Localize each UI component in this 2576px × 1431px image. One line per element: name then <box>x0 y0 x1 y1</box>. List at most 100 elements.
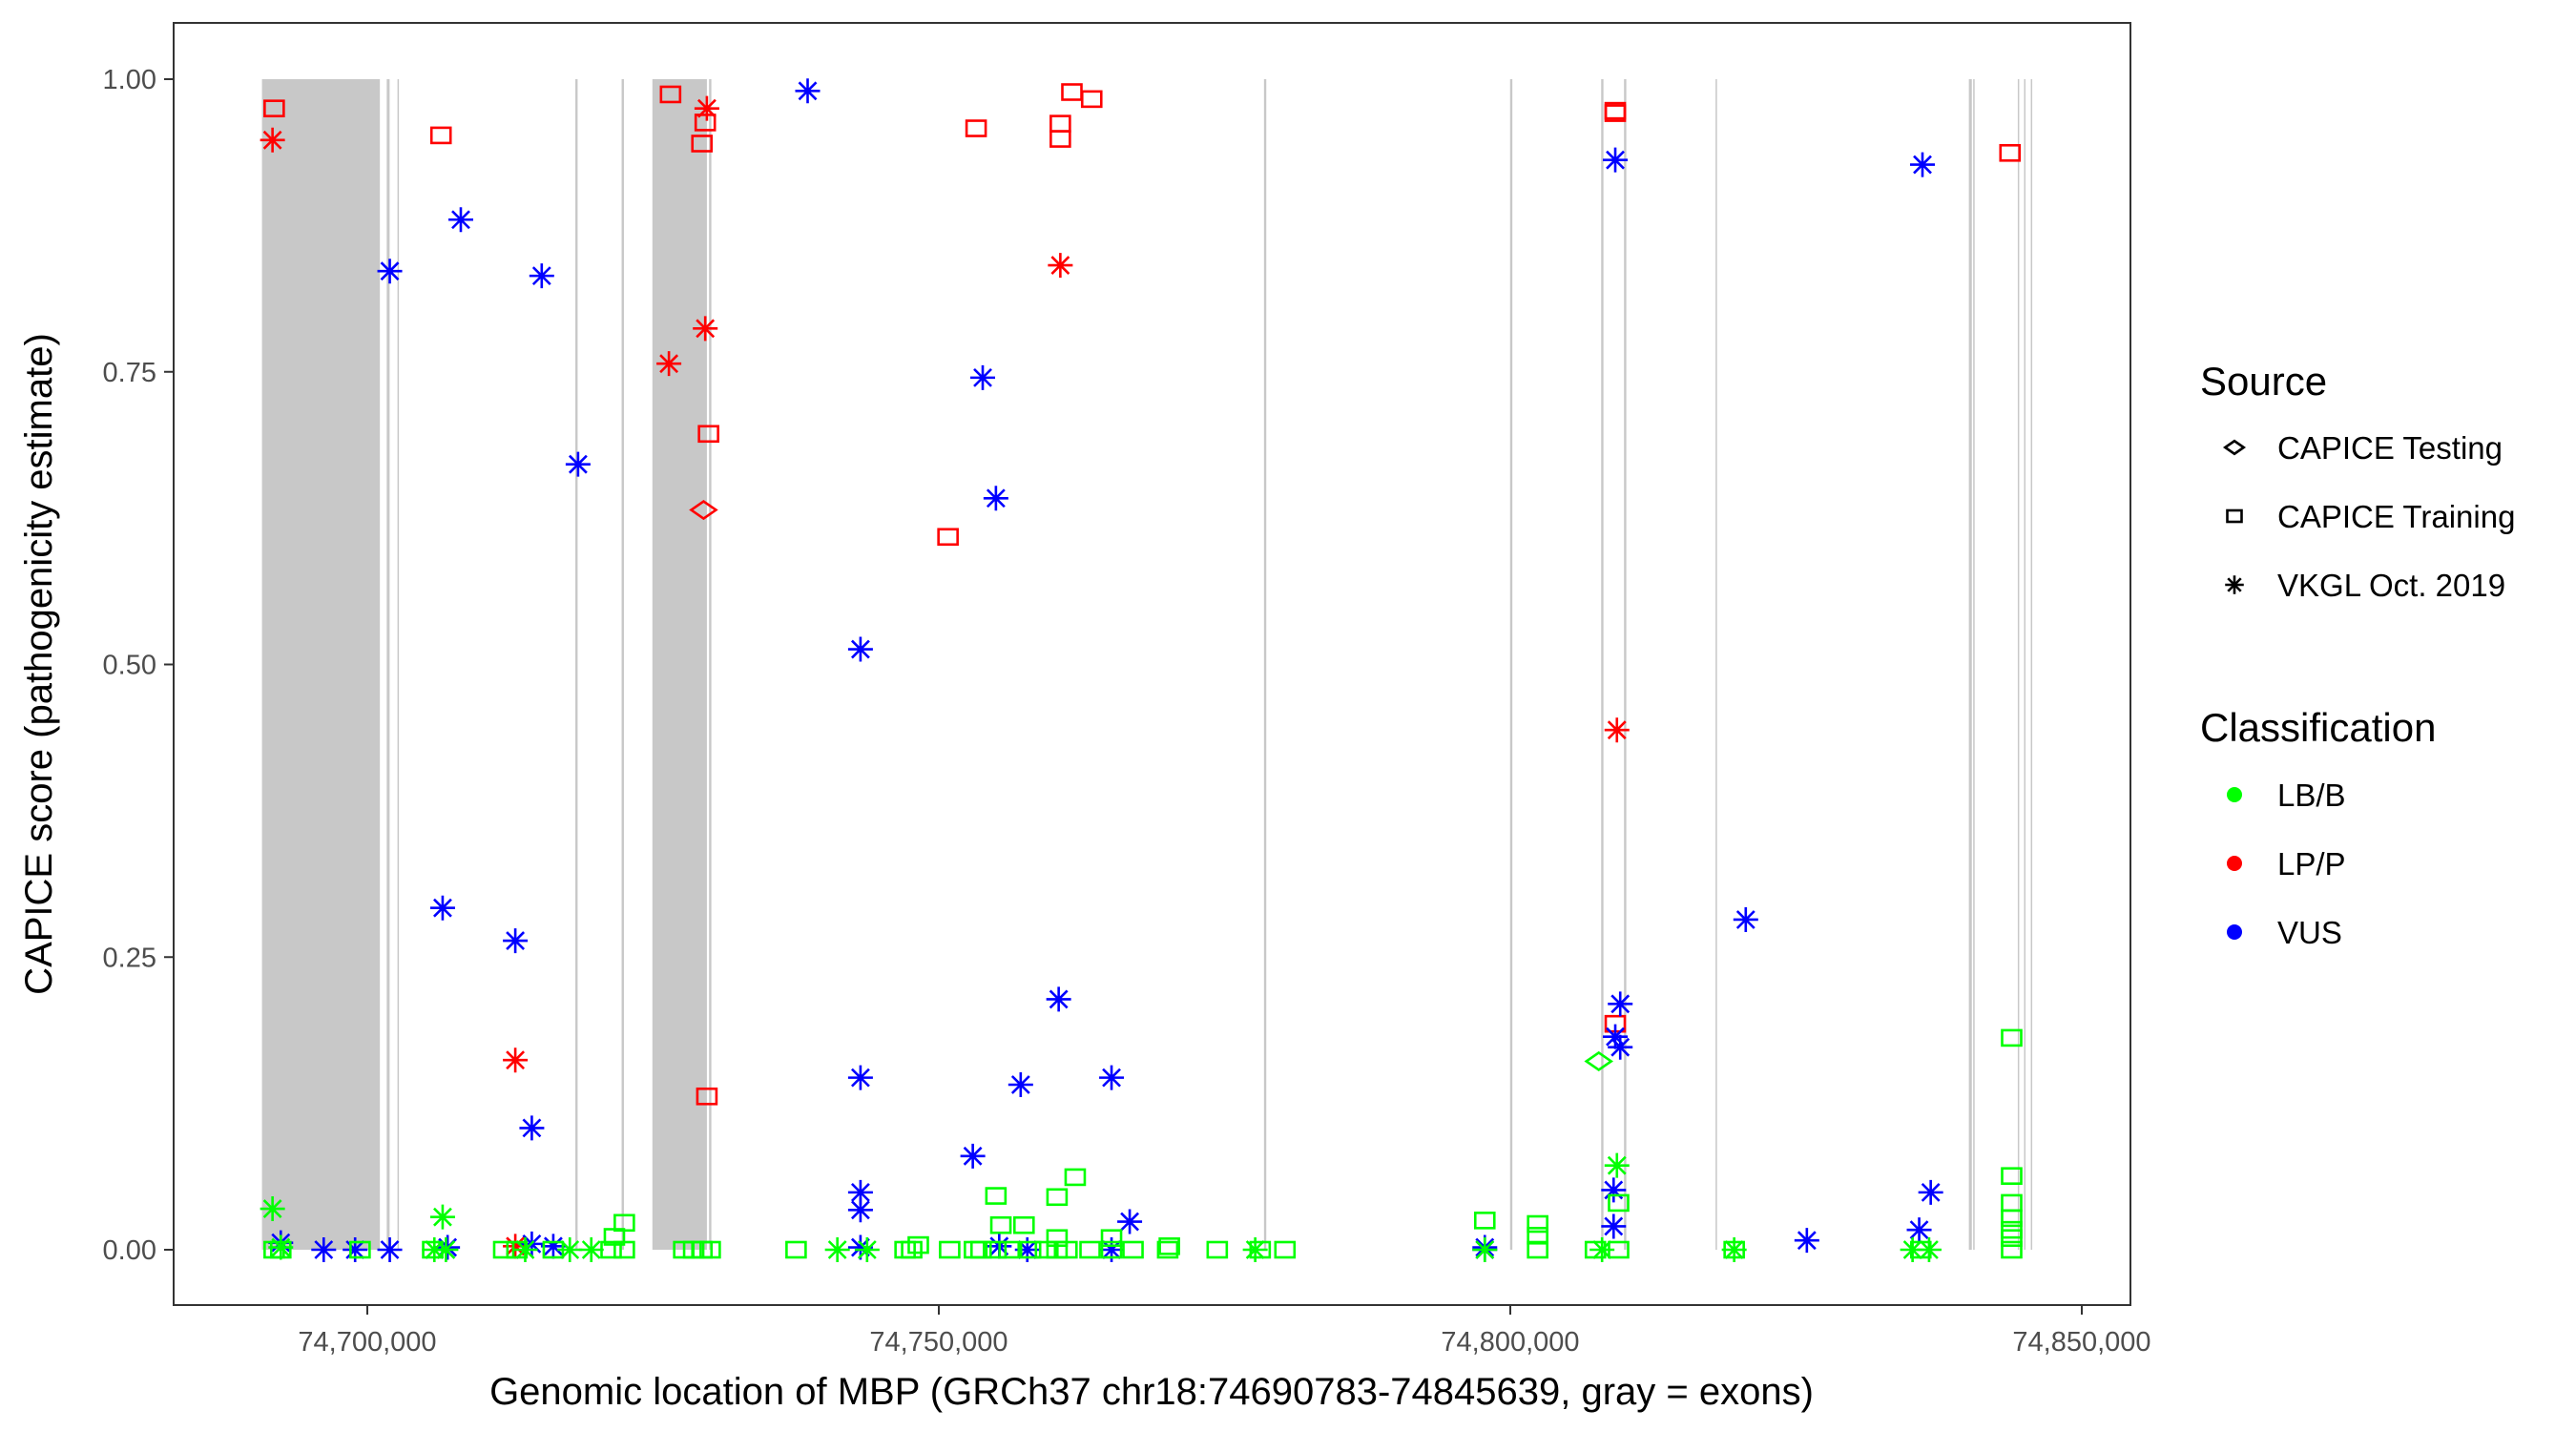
y-tick-label: 0.75 <box>103 358 156 388</box>
data-point-vkgl-vus <box>847 636 873 662</box>
data-point-training-lpp <box>694 114 717 132</box>
exon-band <box>2017 79 2020 1250</box>
legend-title-source: Source <box>2200 359 2327 404</box>
data-point-vkgl-lbb <box>578 1237 604 1262</box>
data-point-vkgl-vus <box>1046 986 1071 1012</box>
exon-band <box>652 79 707 1250</box>
data-point-vkgl-vus <box>1906 1217 1932 1243</box>
data-point-training-lpp <box>1604 104 1627 122</box>
exon-band <box>1601 79 1604 1250</box>
plot-panel-border <box>173 22 2131 1306</box>
data-point-vkgl-vus <box>1603 1024 1629 1049</box>
exon-band <box>1973 79 1975 1250</box>
data-point-training-lpp <box>429 126 452 145</box>
y-tick-label: 0.00 <box>103 1235 156 1266</box>
data-point-training-lbb <box>1055 1240 1078 1259</box>
exon-band <box>575 79 578 1250</box>
data-point-vkgl-vus <box>1918 1179 1943 1205</box>
data-point-vkgl-vus <box>529 263 554 289</box>
data-point-vkgl-vus <box>503 928 529 954</box>
legend-title-classification: Classification <box>2200 705 2436 750</box>
data-point-vkgl-vus <box>565 451 591 477</box>
data-point-training-lbb <box>998 1240 1021 1259</box>
data-point-training-lbb <box>1274 1240 1297 1259</box>
exon-band <box>1715 79 1717 1250</box>
data-point-training-lbb <box>1100 1240 1123 1259</box>
data-point-vkgl-vus <box>983 486 1008 511</box>
data-point-vkgl-vus <box>960 1143 986 1169</box>
exon-band <box>2024 79 2026 1250</box>
data-point-training-lpp <box>1049 114 1071 133</box>
x-tick-label: 74,850,000 <box>2012 1327 2150 1358</box>
data-point-training-lbb <box>985 1240 1008 1259</box>
data-point-training-lbb <box>1608 1193 1630 1213</box>
data-point-vkgl-vus <box>519 1115 545 1141</box>
legend-label-testing: CAPICE Testing <box>2277 430 2503 466</box>
data-point-vkgl-vus <box>311 1237 337 1262</box>
data-point-training-lpp <box>697 425 719 444</box>
data-point-training-lpp <box>1061 83 1083 101</box>
data-point-vkgl-lbb <box>268 1234 294 1260</box>
data-point-training-lbb <box>2001 1240 2023 1259</box>
data-point-training-lpp <box>965 119 987 137</box>
data-point-training-lbb <box>1079 1240 1101 1259</box>
data-point-training-lbb <box>2001 1229 2023 1248</box>
data-point-training-lpp <box>659 85 682 104</box>
data-point-training-lbb <box>1473 1212 1496 1230</box>
exon-band <box>1509 79 1513 1250</box>
data-point-training-lbb <box>1206 1240 1229 1259</box>
data-point-training-lpp <box>691 135 714 153</box>
data-point-training-lbb <box>2001 1209 2023 1228</box>
data-point-vkgl-lpp <box>694 95 719 121</box>
data-point-vkgl-vus <box>795 78 821 104</box>
y-tick-label: 0.25 <box>103 943 156 973</box>
data-point-vkgl-vus <box>970 364 996 390</box>
legend-label-class: LB/B <box>2277 778 2346 813</box>
data-point-testing-lpp <box>689 499 718 521</box>
data-point-training-lpp <box>937 528 959 547</box>
legend-label-class: VUS <box>2277 915 2342 950</box>
exon-band <box>1263 79 1267 1250</box>
data-point-vkgl-lbb <box>1721 1237 1747 1262</box>
data-point-training-lbb <box>939 1240 961 1259</box>
data-point-training-lpp <box>1049 130 1071 148</box>
data-point-vkgl-vus <box>540 1234 566 1259</box>
legend-vkgl-icon <box>2225 575 2244 594</box>
data-point-vkgl-vus <box>1910 152 1936 177</box>
data-point-training-lpp <box>263 99 285 117</box>
data-point-vkgl-vus <box>1099 1237 1125 1262</box>
data-point-vkgl-lbb <box>433 1237 459 1262</box>
x-tick-label: 74,750,000 <box>869 1327 1008 1358</box>
exon-band <box>621 79 624 1250</box>
data-point-vkgl-vus <box>847 1234 873 1260</box>
exon-band <box>386 79 390 1250</box>
data-point-vkgl-vus <box>1008 1071 1033 1097</box>
y-axis: 0.00 0.25 0.50 0.75 1.00 <box>103 65 174 1266</box>
exon-band <box>2030 79 2033 1250</box>
exon-band <box>1968 79 1972 1250</box>
x-tick-label: 74,800,000 <box>1441 1327 1579 1358</box>
data-point-testing-lbb <box>1584 1050 1613 1072</box>
data-point-training-lbb <box>1064 1168 1087 1187</box>
data-point-vkgl-lbb <box>557 1237 583 1262</box>
data-point-training-lbb <box>1019 1240 1042 1259</box>
data-point-training-lpp <box>696 1087 718 1106</box>
data-point-vkgl-vus <box>1794 1228 1819 1254</box>
data-point-training-lbb <box>1012 1215 1035 1234</box>
data-points <box>260 78 2023 1262</box>
data-point-vkgl-vus <box>847 1179 873 1205</box>
exon-band <box>709 79 712 1250</box>
exon-band <box>261 79 381 1250</box>
data-point-vkgl-vus <box>377 1237 403 1262</box>
data-point-vkgl-lpp <box>503 1234 529 1259</box>
data-point-vkgl-lpp <box>1604 717 1630 743</box>
x-axis: 74,700,000 74,750,000 74,800,000 74,850,000 <box>298 1305 2151 1358</box>
data-point-vkgl-lbb <box>1604 1152 1630 1178</box>
data-point-training-lpp <box>1080 90 1103 109</box>
legend-label-class: LP/P <box>2277 846 2346 881</box>
y-tick-label: 1.00 <box>103 65 156 95</box>
data-point-vkgl-vus <box>343 1237 368 1262</box>
data-point-vkgl-vus <box>1608 991 1633 1017</box>
data-point-vkgl-lbb <box>260 1196 285 1222</box>
